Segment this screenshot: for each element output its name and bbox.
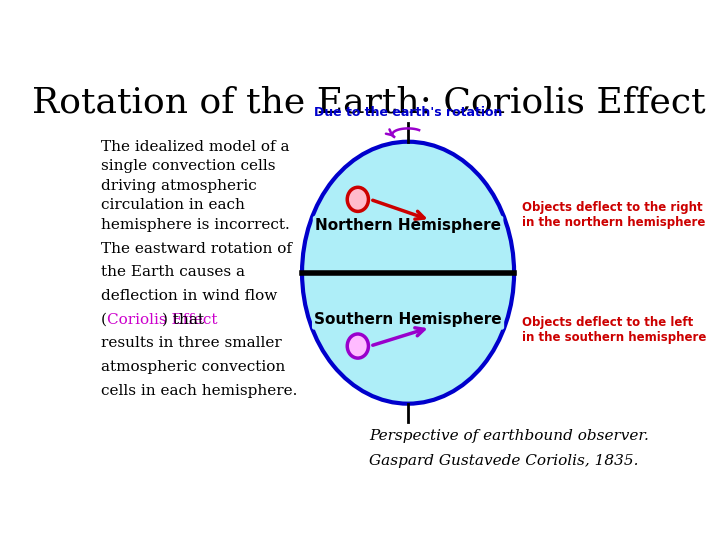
Text: (: ( — [101, 313, 107, 327]
Text: ) that: ) that — [162, 313, 204, 327]
Text: Due to the earth's rotation: Due to the earth's rotation — [314, 106, 503, 119]
Text: Perspective of earthbound observer.: Perspective of earthbound observer. — [369, 429, 649, 443]
Text: Coriolis Effect: Coriolis Effect — [107, 313, 217, 327]
Text: Objects deflect to the right
in the northern hemisphere: Objects deflect to the right in the nort… — [523, 201, 706, 229]
Text: atmospheric convection: atmospheric convection — [101, 360, 285, 374]
Ellipse shape — [302, 141, 514, 404]
Ellipse shape — [347, 187, 369, 212]
Text: the Earth causes a: the Earth causes a — [101, 265, 245, 279]
Text: Rotation of the Earth: Coriolis Effect: Rotation of the Earth: Coriolis Effect — [32, 85, 706, 119]
Text: Gaspard Gustavede Coriolis, 1835.: Gaspard Gustavede Coriolis, 1835. — [369, 454, 639, 468]
Text: The idealized model of a
single convection cells
driving atmospheric
circulation: The idealized model of a single convecti… — [101, 140, 290, 232]
Text: deflection in wind flow: deflection in wind flow — [101, 289, 277, 303]
Text: The eastward rotation of: The eastward rotation of — [101, 241, 292, 255]
Text: Objects deflect to the left
in the southern hemisphere: Objects deflect to the left in the south… — [523, 316, 707, 345]
Text: cells in each hemisphere.: cells in each hemisphere. — [101, 384, 297, 398]
Text: Southern Hemisphere: Southern Hemisphere — [314, 312, 502, 327]
Ellipse shape — [347, 334, 369, 358]
Text: results in three smaller: results in three smaller — [101, 336, 282, 350]
Text: Northern Hemisphere: Northern Hemisphere — [315, 218, 501, 233]
